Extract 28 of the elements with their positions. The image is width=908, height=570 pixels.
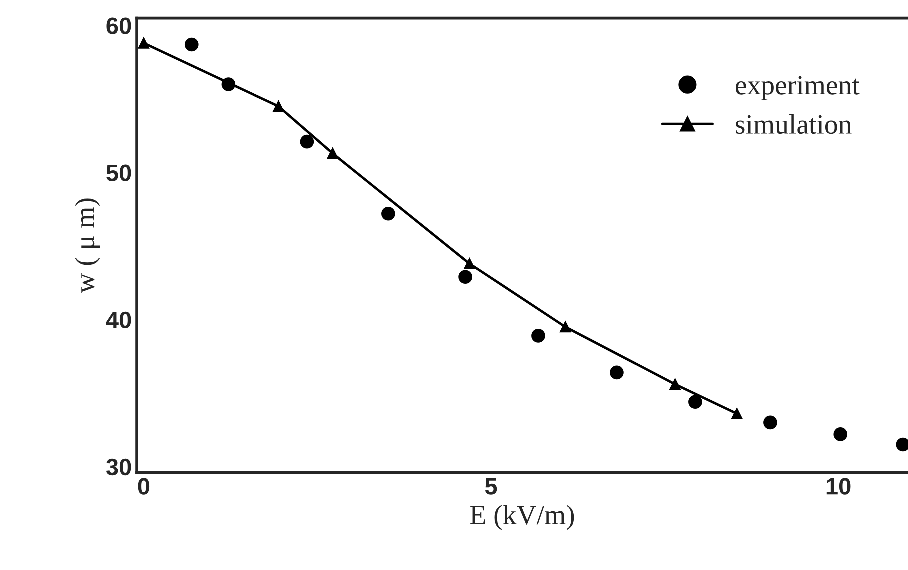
- point: [764, 416, 778, 430]
- point: [834, 428, 848, 442]
- x-tick-label: 5: [485, 478, 498, 495]
- y-tick-label: 60: [106, 18, 132, 34]
- point: [273, 100, 284, 112]
- point: [560, 322, 572, 333]
- legend-label: simulation: [736, 114, 852, 134]
- point: [138, 38, 150, 49]
- point: [732, 408, 743, 420]
- point: [458, 270, 472, 284]
- x-tick-label: 10: [826, 478, 851, 495]
- legend-label: experiment: [736, 76, 860, 100]
- y-axis-title: w ( μ m): [75, 198, 100, 294]
- y-tick-label: 40: [106, 312, 132, 329]
- point: [670, 378, 681, 390]
- point: [464, 258, 476, 270]
- point: [610, 366, 624, 380]
- point: [327, 148, 338, 160]
- point: [300, 134, 314, 149]
- point: [532, 329, 546, 343]
- x-tick-label: 0: [138, 478, 150, 495]
- y-tick-label: 50: [106, 164, 132, 182]
- point: [222, 78, 236, 92]
- x-axis-title: E (kV/m): [470, 505, 574, 530]
- point: [184, 38, 199, 52]
- y-tick-label: 30: [106, 458, 132, 476]
- point: [382, 206, 396, 221]
- point: [688, 395, 702, 410]
